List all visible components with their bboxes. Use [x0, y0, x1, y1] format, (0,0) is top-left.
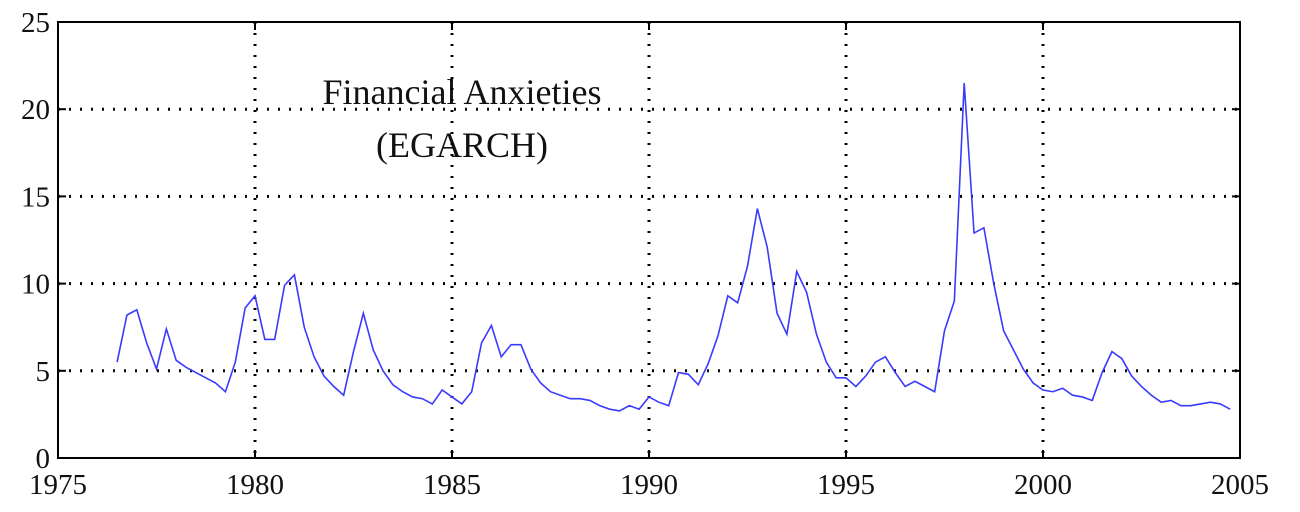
- chart-title: Financial Anxieties: [323, 72, 602, 112]
- chart-subtitle: (EGARCH): [376, 125, 548, 165]
- y-tick-label: 0: [36, 443, 51, 475]
- x-tick-label: 1995: [817, 469, 875, 501]
- y-tick-label: 20: [21, 94, 50, 126]
- x-tick-label: 1980: [226, 469, 284, 501]
- x-tick-label: 1985: [423, 469, 481, 501]
- y-tick-label: 5: [36, 356, 51, 388]
- x-tick-label: 2000: [1014, 469, 1072, 501]
- line-series: [116, 82, 1231, 412]
- x-tick-label: 1975: [29, 469, 87, 501]
- y-tick-label: 15: [21, 181, 50, 213]
- y-tick-label: 10: [21, 269, 50, 301]
- plot-frame: [57, 21, 1241, 459]
- y-tick-label: 25: [21, 7, 50, 39]
- x-tick-label: 2005: [1211, 469, 1269, 501]
- x-tick-label: 1990: [620, 469, 678, 501]
